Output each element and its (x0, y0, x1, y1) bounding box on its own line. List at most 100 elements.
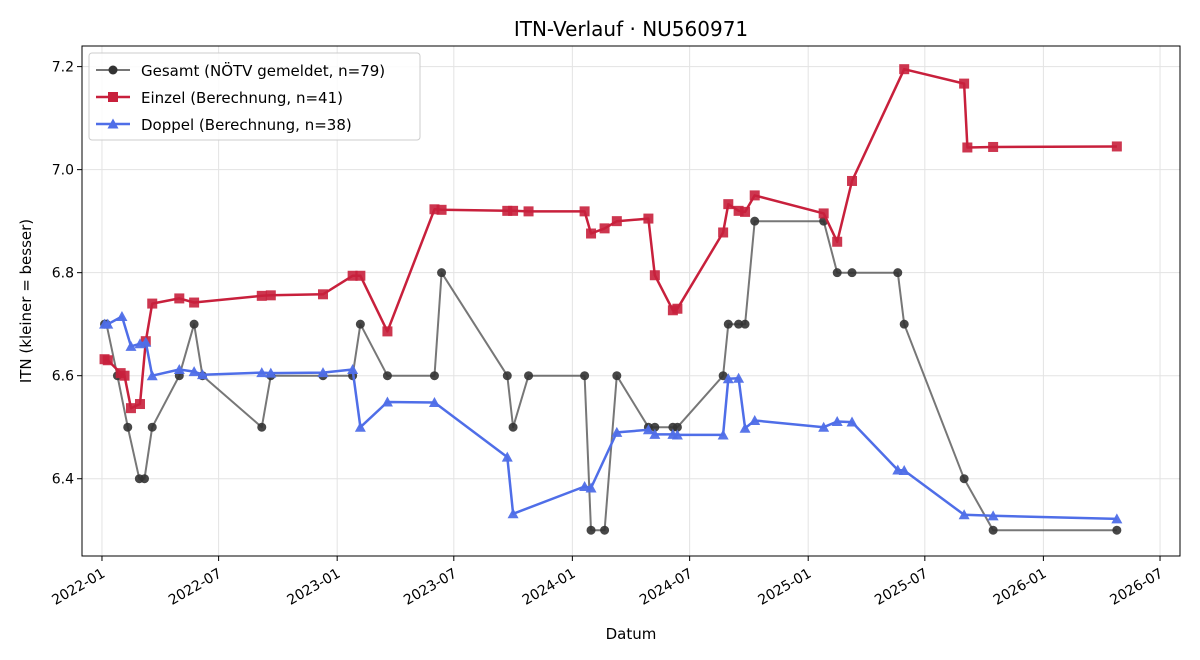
data-point (988, 141, 999, 152)
data-point (355, 319, 365, 329)
data-point (717, 429, 729, 440)
data-point (382, 371, 392, 381)
data-point (611, 426, 623, 437)
data-point (739, 422, 751, 433)
data-point (734, 319, 744, 329)
data-point (649, 428, 661, 439)
legend-marker-gesamt (108, 65, 118, 75)
x-tick-label: 2022-07 (166, 566, 225, 609)
data-point (599, 223, 610, 234)
legend-marker-einzel (108, 92, 118, 102)
x-tick-label: 2023-01 (285, 566, 344, 609)
data-point (102, 318, 114, 329)
data-point (740, 206, 751, 217)
data-point (507, 508, 519, 519)
data-point (962, 142, 973, 153)
data-point (718, 227, 729, 238)
data-point (899, 64, 910, 75)
plot-frame (81, 45, 1181, 557)
y-tick-label: 6.6 (52, 369, 74, 385)
data-point (580, 371, 590, 381)
data-point (643, 213, 654, 224)
data-point (256, 290, 267, 301)
data-point (893, 268, 903, 278)
data-point (1111, 513, 1123, 524)
legend-marker-doppel (107, 118, 119, 129)
x-tick-label: 2023-07 (401, 566, 460, 609)
chart-title: ITN-Verlauf · NU560971 (514, 17, 748, 41)
legend: Gesamt (NÖTV gemeldet, n=79) Einzel (Ber… (88, 52, 421, 141)
data-point (649, 270, 660, 281)
data-point (524, 371, 534, 381)
legend-label-doppel: Doppel (Berechnung, n=38) (141, 116, 352, 134)
data-point (847, 175, 858, 186)
data-point (355, 270, 366, 281)
legend-label-gesamt: Gesamt (NÖTV gemeldet, n=79) (141, 61, 385, 80)
data-point (508, 205, 519, 216)
data-point (382, 326, 393, 337)
y-tick-label: 7.0 (52, 163, 74, 179)
data-point (818, 208, 829, 219)
series-layer (99, 64, 1123, 535)
data-point (740, 319, 750, 329)
data-point (265, 290, 276, 301)
data-point (898, 464, 910, 475)
data-point (116, 310, 128, 321)
data-point (347, 364, 359, 375)
data-point (102, 355, 113, 366)
data-point (749, 190, 760, 201)
x-tick-label: 2022-01 (49, 566, 108, 609)
data-point (600, 525, 610, 535)
data-point (125, 403, 136, 414)
data-point (650, 422, 660, 432)
data-point (196, 369, 208, 380)
data-point (257, 422, 267, 432)
data-point (612, 371, 622, 381)
x-tick-label: 2025-07 (872, 566, 931, 609)
series-1 (99, 64, 1122, 414)
y-tick-label: 6.8 (52, 266, 74, 282)
data-point (347, 270, 358, 281)
data-point (733, 205, 744, 216)
data-point (832, 236, 843, 247)
data-point (265, 367, 277, 378)
data-point (147, 298, 158, 309)
data-point (579, 480, 591, 491)
data-point (672, 422, 682, 432)
data-point (123, 422, 133, 432)
data-point (1111, 141, 1122, 152)
y-tick-label: 6.4 (52, 472, 74, 488)
data-point (586, 228, 597, 239)
data-point (958, 509, 970, 520)
data-point (723, 319, 733, 329)
data-point (586, 525, 596, 535)
x-tick-label: 2025-01 (756, 566, 815, 609)
data-point (188, 366, 200, 377)
data-point (501, 451, 513, 462)
data-point (579, 206, 590, 217)
data-point (959, 78, 970, 89)
data-point (723, 199, 734, 210)
data-point (847, 268, 857, 278)
data-point (189, 319, 199, 329)
x-tick-label: 2024-01 (520, 566, 579, 609)
data-point (508, 422, 518, 432)
data-point (428, 396, 440, 407)
data-point (733, 372, 745, 383)
data-point (317, 289, 328, 300)
data-point (189, 297, 200, 308)
series-2 (99, 310, 1123, 524)
data-point (317, 367, 329, 378)
data-point (899, 319, 909, 329)
y-axis-label: ITN (kleiner = besser) (17, 219, 35, 383)
data-point (256, 367, 268, 378)
data-point (502, 371, 512, 381)
data-point (672, 303, 683, 314)
data-point (671, 429, 683, 440)
data-point (749, 415, 761, 426)
data-point (846, 416, 858, 427)
data-point (831, 416, 843, 427)
data-point (959, 474, 969, 484)
series-line-0 (104, 220, 1117, 532)
